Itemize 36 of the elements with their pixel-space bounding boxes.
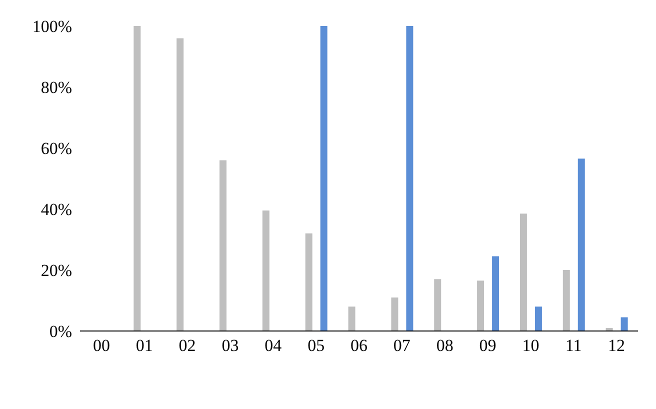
y-tick-label: 60% [40,139,72,158]
x-tick-label: 04 [264,336,282,356]
bar [262,210,270,331]
x-tick-label: 07 [393,336,411,356]
x-tick-label: 08 [436,336,454,356]
bar [520,214,527,331]
x-tick-label: 03 [222,336,239,356]
y-tick-label: 0% [49,322,72,342]
y-tick-label: 100% [32,17,72,36]
x-tick-label: 09 [479,336,496,356]
y-tick-label: 80% [40,78,72,98]
bar [620,317,628,331]
x-tick-label: 02 [178,336,196,356]
bar [320,26,328,331]
y-tick-label: 20% [40,261,72,280]
bar [134,26,141,331]
bar [305,233,312,331]
x-tick-label: 01 [136,336,153,356]
x-tick-label: 12 [608,336,626,356]
bar [562,270,570,331]
x-tick-label: 05 [308,336,325,356]
bar [348,306,356,331]
bar [406,26,414,331]
bar [391,297,398,331]
bar [492,256,500,331]
x-tick-label: 06 [350,336,368,356]
x-tick-label: 10 [522,336,540,356]
y-tick-label: 40% [40,200,72,220]
x-tick-label: 00 [92,336,110,356]
bar [578,158,585,331]
bar [477,280,484,331]
bar [534,306,542,331]
bar [220,160,226,331]
bar [434,279,442,331]
bar [176,38,184,331]
x-tick-label: 11 [565,336,582,356]
